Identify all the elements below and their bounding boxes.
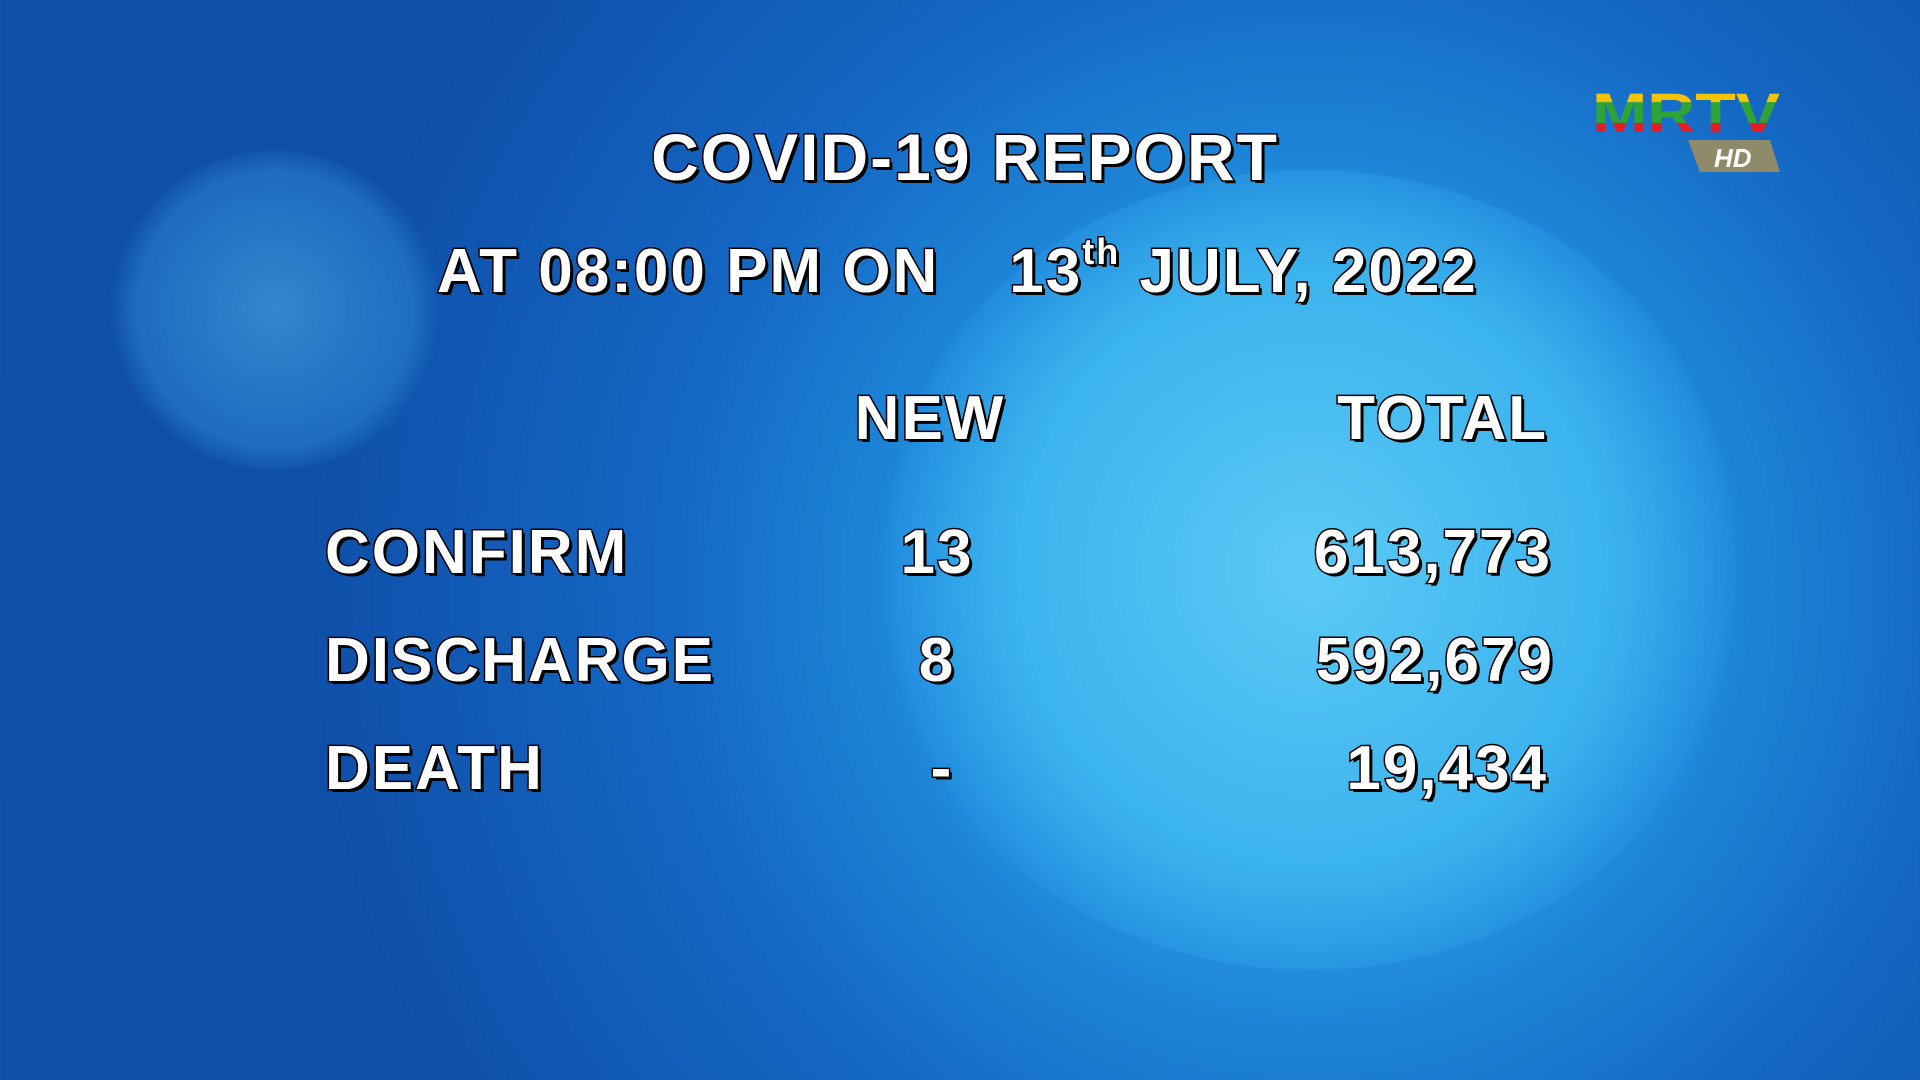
row-total: 592,679 (1314, 626, 1554, 695)
virus-large-decoration (870, 170, 1750, 970)
column-header-new: NEW (853, 384, 1006, 453)
row-label: CONFIRM (323, 518, 629, 587)
column-header-total: TOTAL (1336, 384, 1548, 453)
row-total: 19,434 (1345, 734, 1548, 803)
date-suffix: th (1081, 231, 1121, 272)
row-new: - (929, 734, 954, 803)
svg-text:MRTV: MRTV (1592, 84, 1780, 144)
date-day: 13 (1008, 237, 1083, 306)
svg-text:HD: HD (1714, 143, 1752, 173)
virus-small-decoration (110, 150, 440, 470)
row-new: 13 (899, 518, 974, 587)
date-month-year: JULY, 2022 (1138, 237, 1478, 306)
row-label: DEATH (324, 734, 544, 803)
date-prefix: AT 08:00 PM ON (435, 237, 940, 306)
row-total: 613,773 (1312, 518, 1552, 587)
report-title: COVID-19 REPORT (650, 120, 1279, 194)
row-new: 8 (917, 626, 956, 695)
mrtv-hd-logo: MRTV HD (1588, 81, 1788, 174)
row-label: DISCHARGE (323, 626, 716, 695)
report-date: AT 08:00 PM ON 13th JULY, 2022 (435, 231, 1478, 306)
